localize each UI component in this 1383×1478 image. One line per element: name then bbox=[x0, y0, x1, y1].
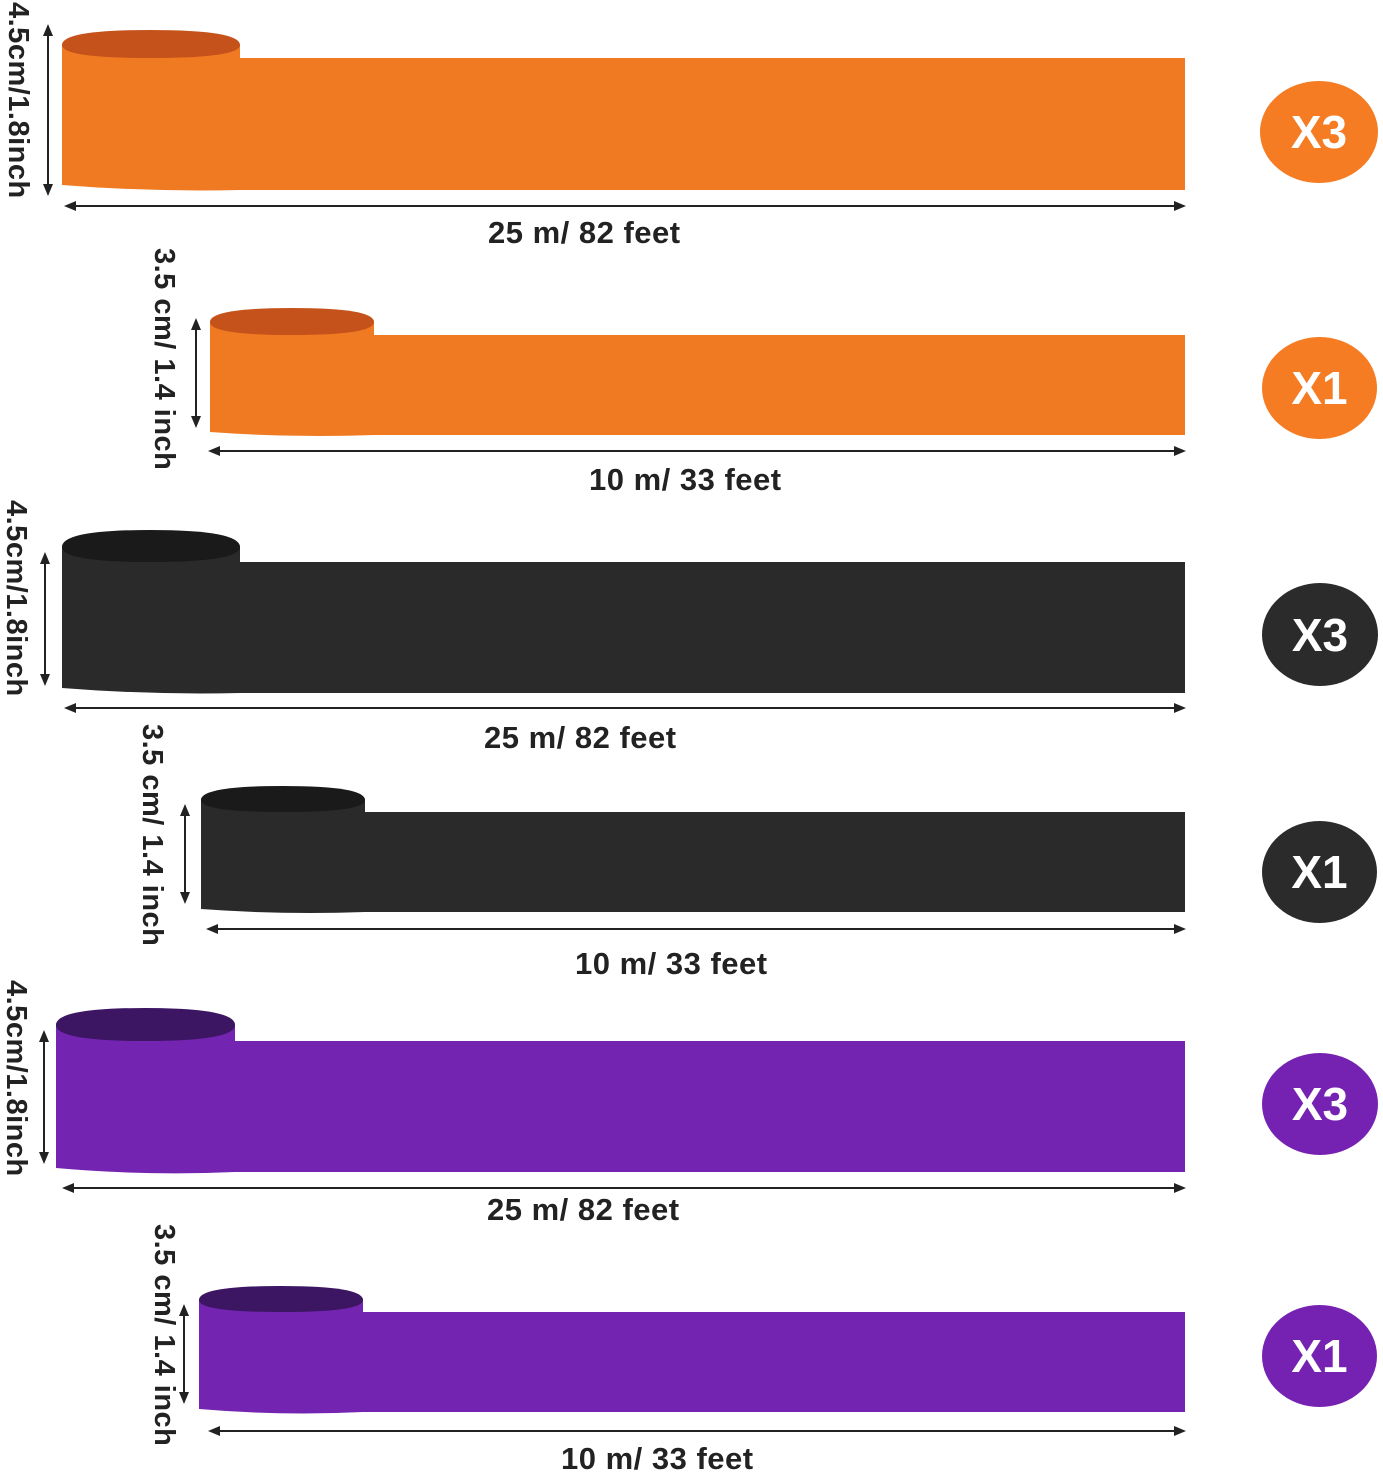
length-label: 25 m/ 82 feet bbox=[488, 215, 681, 250]
width-label: 4.5cm/1.8inch bbox=[0, 500, 32, 697]
quantity-badge: X3 bbox=[1262, 583, 1378, 686]
width-label: 4.5cm/1.8inch bbox=[2, 2, 34, 199]
length-label: 25 m/ 82 feet bbox=[484, 720, 677, 755]
quantity-badge: X1 bbox=[1262, 337, 1377, 439]
width-label: 3.5 cm/ 1.4 inch bbox=[148, 248, 180, 471]
length-label: 10 m/ 33 feet bbox=[589, 462, 782, 497]
quantity-badge: X1 bbox=[1262, 1305, 1377, 1407]
quantity-badge: X1 bbox=[1262, 821, 1377, 923]
length-label: 10 m/ 33 feet bbox=[575, 946, 768, 981]
length-label: 25 m/ 82 feet bbox=[487, 1192, 680, 1227]
width-label: 3.5 cm/ 1.4 inch bbox=[148, 1224, 180, 1447]
length-label: 10 m/ 33 feet bbox=[561, 1441, 754, 1476]
width-label: 3.5 cm/ 1.4 inch bbox=[136, 724, 168, 947]
quantity-badge: X3 bbox=[1262, 1053, 1378, 1155]
width-label: 4.5cm/1.8inch bbox=[0, 980, 32, 1177]
quantity-badge: X3 bbox=[1260, 81, 1378, 183]
